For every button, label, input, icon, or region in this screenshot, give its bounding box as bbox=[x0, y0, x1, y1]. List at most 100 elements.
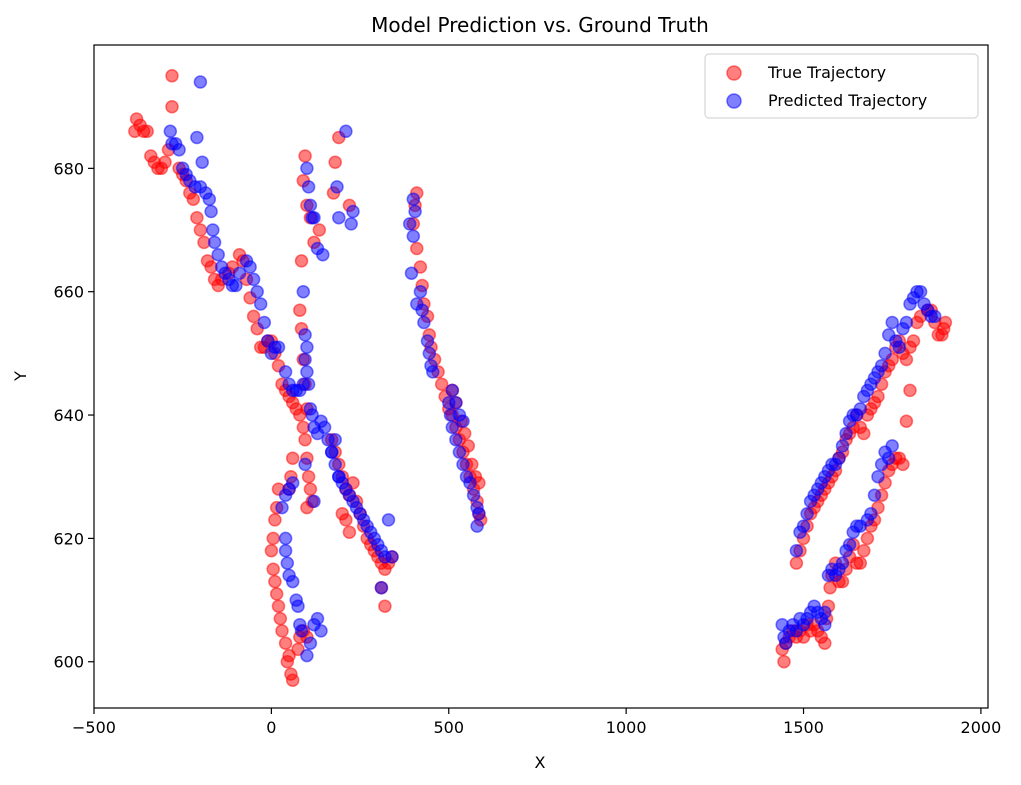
data-point bbox=[253, 297, 268, 311]
data-point bbox=[406, 192, 421, 206]
data-point bbox=[936, 321, 951, 336]
data-point bbox=[466, 488, 481, 502]
data-point bbox=[246, 272, 261, 287]
data-point bbox=[266, 562, 280, 576]
data-point bbox=[268, 513, 282, 527]
data-point bbox=[250, 284, 264, 299]
data-point bbox=[278, 488, 293, 502]
data-point bbox=[317, 420, 332, 435]
data-point bbox=[339, 124, 353, 139]
data-point bbox=[316, 247, 330, 262]
data-point bbox=[298, 457, 312, 472]
data-point bbox=[269, 587, 284, 601]
y-axis-ticks: 600 620 640 660 680 bbox=[53, 159, 94, 672]
data-point bbox=[307, 494, 321, 509]
data-point bbox=[381, 513, 396, 527]
data-point bbox=[456, 414, 470, 428]
data-point bbox=[410, 241, 424, 256]
data-point bbox=[293, 303, 307, 317]
data-point bbox=[415, 303, 429, 317]
data-point bbox=[211, 247, 225, 262]
data-point bbox=[385, 550, 399, 564]
data-point bbox=[867, 488, 882, 502]
data-point bbox=[300, 648, 314, 663]
data-point bbox=[818, 605, 832, 620]
data-point bbox=[268, 574, 282, 589]
data-point bbox=[285, 673, 300, 687]
y-tick-label: 600 bbox=[53, 653, 84, 672]
data-point bbox=[871, 469, 885, 484]
data-point bbox=[158, 155, 172, 169]
data-point bbox=[835, 556, 850, 570]
legend-marker-true bbox=[726, 65, 742, 81]
data-point bbox=[853, 402, 868, 416]
data-point bbox=[449, 395, 463, 410]
legend: True Trajectory Predicted Trajectory bbox=[704, 53, 979, 119]
data-point bbox=[913, 284, 928, 299]
data-point bbox=[328, 432, 342, 447]
data-point bbox=[881, 451, 896, 465]
data-point bbox=[278, 531, 293, 546]
x-axis-label: X bbox=[535, 753, 546, 772]
data-point bbox=[310, 611, 325, 626]
data-point bbox=[229, 278, 243, 293]
data-point bbox=[301, 180, 316, 194]
data-point bbox=[857, 426, 871, 441]
data-point bbox=[463, 476, 477, 490]
data-point bbox=[342, 525, 357, 539]
data-point bbox=[332, 210, 346, 225]
data-point bbox=[204, 204, 218, 219]
data-point bbox=[417, 315, 431, 330]
legend-box bbox=[704, 53, 979, 119]
data-point bbox=[271, 599, 286, 613]
data-point bbox=[853, 556, 868, 570]
data-point bbox=[832, 451, 846, 465]
data-point bbox=[243, 260, 257, 274]
y-tick-label: 640 bbox=[53, 406, 84, 425]
data-point bbox=[312, 223, 327, 237]
data-point bbox=[300, 161, 314, 176]
x-axis-ticks: −500 0 500 1000 1500 2000 bbox=[72, 708, 1001, 737]
data-point bbox=[892, 340, 907, 354]
data-point bbox=[413, 284, 428, 299]
data-point bbox=[324, 445, 339, 459]
data-point bbox=[818, 617, 832, 632]
data-point bbox=[344, 217, 358, 231]
data-point bbox=[165, 99, 179, 114]
x-tick-label: 500 bbox=[433, 718, 464, 737]
x-tick-label: −500 bbox=[72, 718, 116, 737]
data-point bbox=[422, 346, 437, 361]
data-point bbox=[878, 346, 892, 361]
data-point bbox=[193, 223, 208, 237]
data-point bbox=[285, 574, 300, 589]
data-point bbox=[928, 309, 942, 324]
data-point bbox=[842, 537, 857, 552]
x-tick-label: 0 bbox=[266, 718, 276, 737]
data-point bbox=[374, 580, 389, 595]
data-point bbox=[266, 531, 280, 546]
data-point bbox=[406, 229, 421, 243]
data-point bbox=[271, 340, 286, 354]
data-point bbox=[456, 457, 470, 472]
data-point bbox=[278, 636, 293, 650]
data-point bbox=[445, 420, 460, 435]
data-point bbox=[408, 204, 422, 219]
data-point bbox=[864, 506, 878, 521]
data-point bbox=[294, 624, 309, 638]
data-point bbox=[452, 445, 467, 459]
data-point bbox=[140, 124, 154, 139]
data-point bbox=[163, 124, 178, 139]
legend-label-true: True Trajectory bbox=[767, 63, 886, 82]
data-point bbox=[257, 315, 272, 330]
data-point bbox=[300, 340, 314, 354]
x-tick-label: 1000 bbox=[606, 718, 647, 737]
data-point bbox=[291, 599, 305, 613]
x-tick-label: 2000 bbox=[961, 718, 1002, 737]
data-point bbox=[899, 315, 914, 330]
data-point bbox=[303, 636, 318, 650]
legend-marker-predicted bbox=[726, 93, 742, 109]
data-point bbox=[328, 155, 342, 169]
data-point bbox=[835, 439, 850, 453]
data-point bbox=[779, 636, 793, 650]
